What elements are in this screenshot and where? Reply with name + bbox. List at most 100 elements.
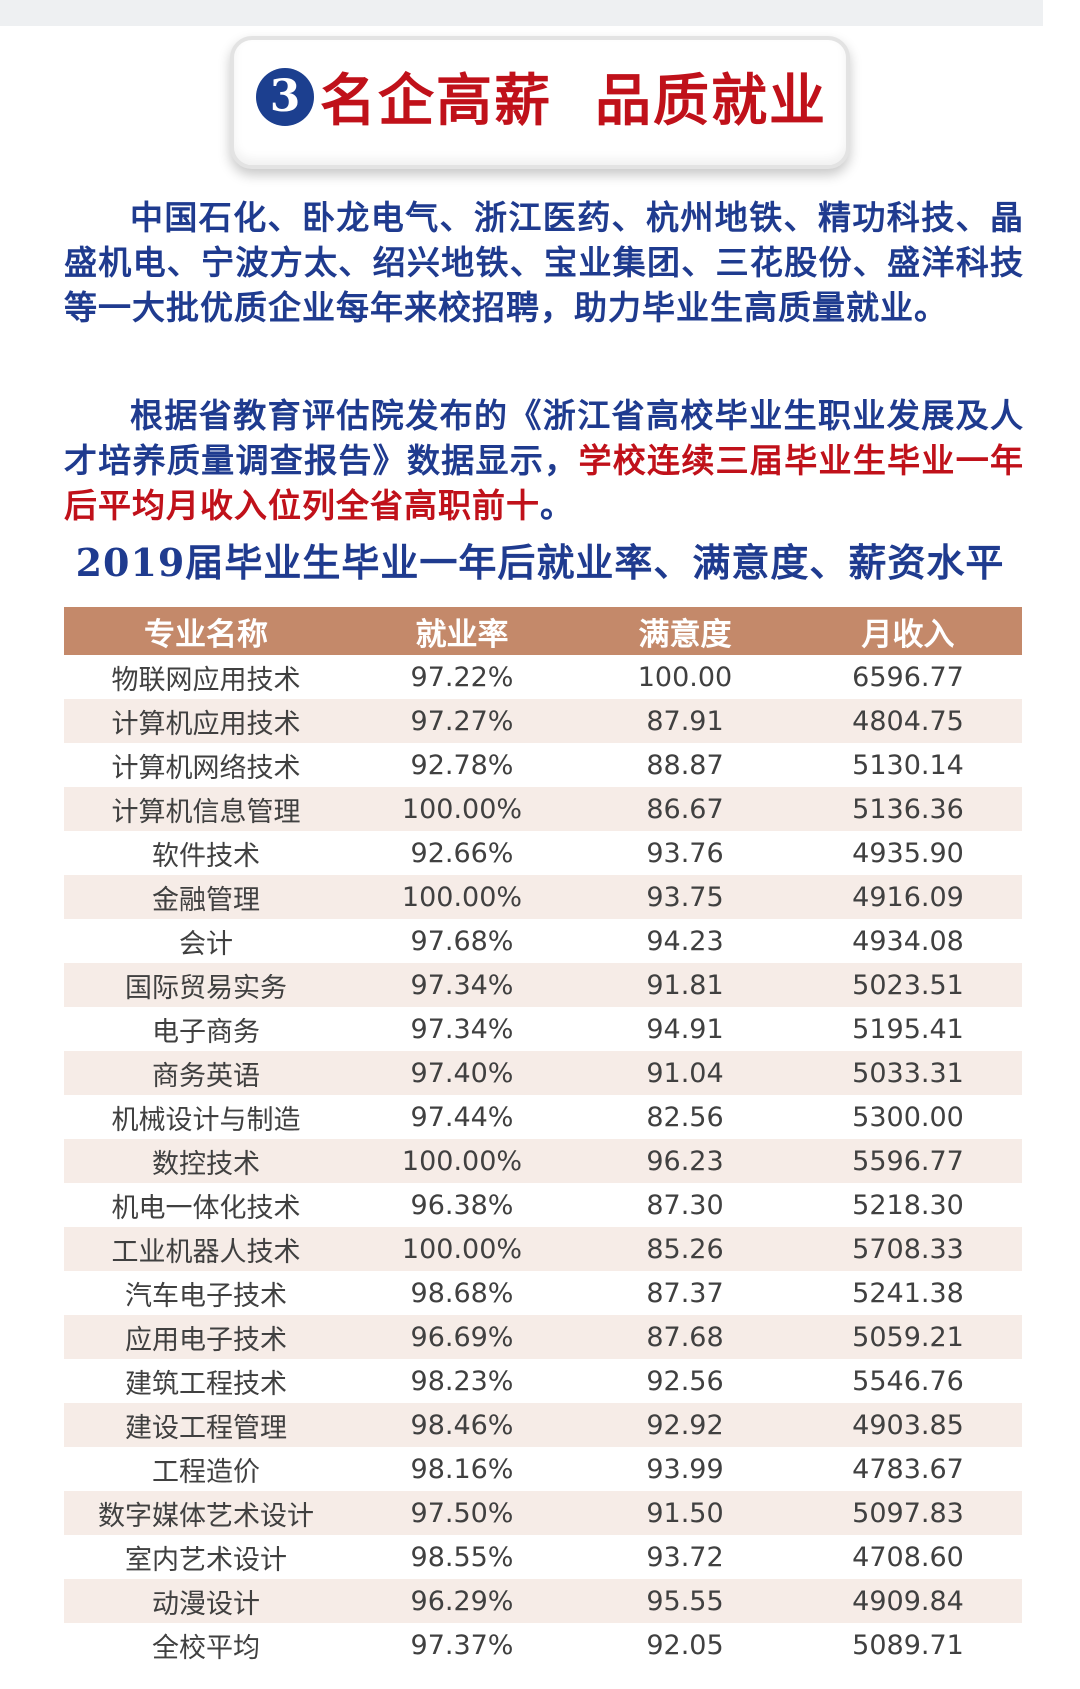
table-row: 全校平均 97.37% 92.05 5089.71 [64,1623,1022,1667]
cell-major: 汽车电子技术 [64,1271,348,1315]
cell-employment-rate: 97.27% [348,699,576,743]
cell-monthly-income: 5130.14 [794,743,1022,787]
cell-employment-rate: 92.78% [348,743,576,787]
section-title: 名企高薪 品质就业 [320,69,827,134]
cell-satisfaction: 92.56 [576,1359,794,1403]
cell-employment-rate: 97.37% [348,1623,576,1667]
cell-satisfaction: 87.68 [576,1315,794,1359]
cell-employment-rate: 100.00% [348,875,576,919]
table-row: 计算机网络技术 92.78% 88.87 5130.14 [64,743,1022,787]
cell-monthly-income: 5059.21 [794,1315,1022,1359]
cell-major: 数控技术 [64,1139,348,1183]
table-row: 应用电子技术 96.69% 87.68 5059.21 [64,1315,1022,1359]
cell-monthly-income: 5089.71 [794,1623,1022,1667]
cell-monthly-income: 5097.83 [794,1491,1022,1535]
table-row: 工程造价 98.16% 93.99 4783.67 [64,1447,1022,1491]
cell-satisfaction: 82.56 [576,1095,794,1139]
table-row: 电子商务 97.34% 94.91 5195.41 [64,1007,1022,1051]
cell-satisfaction: 93.99 [576,1447,794,1491]
cell-monthly-income: 5300.00 [794,1095,1022,1139]
header-major: 专业名称 [64,607,348,655]
header-satisfaction: 满意度 [576,607,794,655]
cell-satisfaction: 95.55 [576,1579,794,1623]
section-banner: 3 名企高薪 品质就业 [230,36,850,169]
table-row: 建筑工程技术 98.23% 92.56 5546.76 [64,1359,1022,1403]
cell-major: 计算机网络技术 [64,743,348,787]
table-row: 商务英语 97.40% 91.04 5033.31 [64,1051,1022,1095]
table-row: 金融管理 100.00% 93.75 4916.09 [64,875,1022,919]
cell-satisfaction: 93.72 [576,1535,794,1579]
cell-monthly-income: 4804.75 [794,699,1022,743]
cell-satisfaction: 87.91 [576,699,794,743]
cell-satisfaction: 94.23 [576,919,794,963]
cell-employment-rate: 97.22% [348,655,576,699]
cell-satisfaction: 91.04 [576,1051,794,1095]
table-row: 室内艺术设计 98.55% 93.72 4708.60 [64,1535,1022,1579]
cell-satisfaction: 92.05 [576,1623,794,1667]
cell-monthly-income: 5033.31 [794,1051,1022,1095]
cell-satisfaction: 93.76 [576,831,794,875]
cell-monthly-income: 6596.77 [794,655,1022,699]
cell-employment-rate: 98.55% [348,1535,576,1579]
cell-major: 室内艺术设计 [64,1535,348,1579]
table-row: 软件技术 92.66% 93.76 4935.90 [64,831,1022,875]
cell-monthly-income: 4783.67 [794,1447,1022,1491]
cell-major: 物联网应用技术 [64,655,348,699]
cell-major: 动漫设计 [64,1579,348,1623]
cell-major: 全校平均 [64,1623,348,1667]
cell-monthly-income: 4916.09 [794,875,1022,919]
cell-employment-rate: 92.66% [348,831,576,875]
table-row: 工业机器人技术 100.00% 85.26 5708.33 [64,1227,1022,1271]
cell-satisfaction: 87.30 [576,1183,794,1227]
cell-major: 计算机应用技术 [64,699,348,743]
cell-employment-rate: 98.16% [348,1447,576,1491]
cell-satisfaction: 86.67 [576,787,794,831]
cell-major: 工程造价 [64,1447,348,1491]
cell-major: 金融管理 [64,875,348,919]
cell-major: 建设工程管理 [64,1403,348,1447]
cell-satisfaction: 100.00 [576,655,794,699]
cell-monthly-income: 4934.08 [794,919,1022,963]
cell-monthly-income: 5708.33 [794,1227,1022,1271]
table-body: 物联网应用技术 97.22% 100.00 6596.77 计算机应用技术 97.27% 8… [64,655,1022,1667]
report-end: 。 [540,486,574,525]
cell-employment-rate: 97.40% [348,1051,576,1095]
cell-major: 机械设计与制造 [64,1095,348,1139]
header-employment-rate: 就业率 [348,607,576,655]
table-row: 计算机应用技术 97.27% 87.91 4804.75 [64,699,1022,743]
table-row: 数控技术 100.00% 96.23 5596.77 [64,1139,1022,1183]
cell-monthly-income: 5241.38 [794,1271,1022,1315]
cell-employment-rate: 96.69% [348,1315,576,1359]
cell-major: 计算机信息管理 [64,787,348,831]
cell-employment-rate: 98.23% [348,1359,576,1403]
cell-major: 数字媒体艺术设计 [64,1491,348,1535]
cell-employment-rate: 98.46% [348,1403,576,1447]
table-row: 汽车电子技术 98.68% 87.37 5241.38 [64,1271,1022,1315]
cell-employment-rate: 100.00% [348,787,576,831]
cell-monthly-income: 5596.77 [794,1139,1022,1183]
cell-satisfaction: 91.50 [576,1491,794,1535]
report-paragraph: 根据省教育评估院发布的《浙江省高校毕业生职业发展及人才培养质量调查报告》数据显示… [64,393,1024,528]
cell-satisfaction: 87.37 [576,1271,794,1315]
employment-table: 专业名称 就业率 满意度 月收入 物联网应用技术 97.22% 100.00 6596… [64,607,1022,1667]
cell-satisfaction: 93.75 [576,875,794,919]
cell-satisfaction: 88.87 [576,743,794,787]
cell-major: 软件技术 [64,831,348,875]
table-row: 机械设计与制造 97.44% 82.56 5300.00 [64,1095,1022,1139]
cell-employment-rate: 100.00% [348,1227,576,1271]
cell-employment-rate: 97.34% [348,1007,576,1051]
table-row: 动漫设计 96.29% 95.55 4909.84 [64,1579,1022,1623]
table-row: 会计 97.68% 94.23 4934.08 [64,919,1022,963]
cell-satisfaction: 96.23 [576,1139,794,1183]
table-row: 国际贸易实务 97.34% 91.81 5023.51 [64,963,1022,1007]
cell-monthly-income: 5546.76 [794,1359,1022,1403]
table-title: 2019届毕业生毕业一年后就业率、满意度、薪资水平 [75,540,1005,585]
table-row: 计算机信息管理 100.00% 86.67 5136.36 [64,787,1022,831]
cell-employment-rate: 97.50% [348,1491,576,1535]
cell-monthly-income: 5136.36 [794,787,1022,831]
cell-employment-rate: 96.29% [348,1579,576,1623]
cell-employment-rate: 100.00% [348,1139,576,1183]
cell-monthly-income: 5218.30 [794,1183,1022,1227]
cell-satisfaction: 92.92 [576,1403,794,1447]
